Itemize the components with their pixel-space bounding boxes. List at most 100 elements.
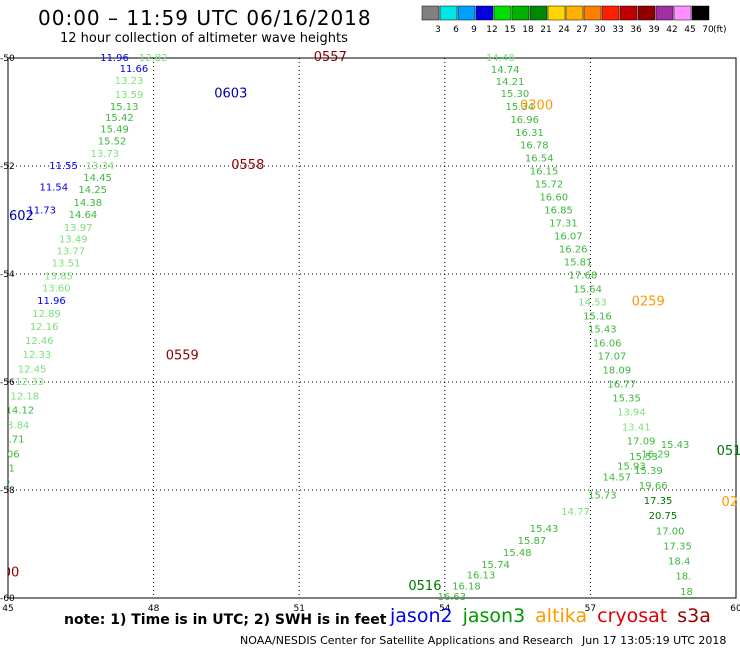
track-time-marker: 0516	[408, 579, 441, 594]
wave-height-label: 17.31	[549, 218, 578, 229]
wave-height-label: 13.73	[91, 149, 120, 160]
wave-height-label: 16.18	[452, 581, 481, 592]
wave-height-label: 14.77	[561, 507, 590, 518]
wave-height-label: 16.07	[554, 231, 583, 242]
wave-height-label: 11.96	[100, 53, 129, 64]
colorbar-swatch	[475, 5, 494, 21]
generation-timestamp: Jun 17 13:05:19 UTC 2018	[582, 634, 727, 647]
wave-height-label: 13.85	[44, 271, 73, 282]
wave-height-label: 14.71	[0, 434, 25, 445]
wave-height-label: 15.43	[661, 440, 690, 451]
wave-height-label: 11.66	[120, 64, 149, 75]
wave-height-label: 16.06	[593, 338, 622, 349]
legend-cryosat: cryosat	[597, 605, 668, 627]
wave-height-label: 15.72	[535, 180, 564, 191]
colorbar-label: 30	[594, 25, 606, 35]
mission-legend: jason2 jason3 altika cryosat s3a	[390, 605, 721, 627]
colorbar-label: 27	[576, 25, 587, 35]
track-time-marker: 0559	[166, 348, 199, 363]
colorbar-swatch	[565, 5, 584, 21]
wave-height-label: 12.82	[139, 53, 168, 64]
wave-height-label: 15.63	[428, 601, 457, 612]
wave-height-label: 15.73	[588, 491, 617, 502]
wave-height-label: 16.29	[641, 450, 670, 461]
wave-height-label: 14.25	[78, 185, 107, 196]
wave-height-label: 18.	[675, 572, 691, 583]
longitude-tick-label: 54	[439, 604, 451, 614]
axis-ticks: 45 48 51 54 57 60 -50 -52 -54 -56 -58 -60	[0, 54, 740, 614]
lat-lon-grid	[7, 57, 737, 599]
longitude-tick-label: 48	[148, 604, 160, 614]
wave-height-label: 15.43	[588, 324, 617, 335]
wave-height-label: 15.30	[501, 89, 530, 100]
legend-jason3: jason3	[462, 605, 526, 627]
wave-height-label: 16.96	[510, 115, 539, 126]
track-time-marker: 0300	[520, 98, 553, 113]
wave-height-label: 12.46	[25, 336, 54, 347]
wave-height-label: 17.35	[663, 541, 692, 552]
wave-height-label: 16.31	[515, 128, 544, 139]
wave-height-label: 17.68	[569, 270, 598, 281]
wave-height-label: 19.66	[639, 481, 668, 492]
colorbar-swatch	[457, 5, 476, 21]
wave-height-label: 12.18	[10, 391, 39, 402]
colorbar-label: 33	[612, 25, 623, 35]
wave-height-label: 13.94	[617, 407, 646, 418]
wave-height-label: 18	[680, 587, 693, 598]
legend-jason2: jason2	[390, 605, 453, 627]
wave-height-label: 16.13	[467, 571, 496, 582]
colorbar-label: 45	[684, 25, 695, 35]
wave-height-label: 11.55	[49, 161, 78, 172]
colorbar-label: 24	[558, 25, 570, 35]
wave-height-label: 13.97	[64, 223, 93, 234]
track-time-marker: 0557	[314, 50, 347, 65]
wave-height-label: 11.73	[27, 206, 56, 217]
wave-height-label: 11.96	[37, 296, 66, 307]
colorbar-swatch	[421, 5, 440, 21]
colorbar-swatch	[655, 5, 674, 21]
latitude-tick-label: -52	[0, 162, 15, 172]
wave-height-label: 15.81	[564, 257, 593, 268]
latitude-tick-label: -54	[0, 270, 15, 280]
wave-height-label: 15.93	[617, 461, 646, 472]
wave-height-label: 15.34	[505, 102, 534, 113]
colorbar-label: 70	[702, 25, 714, 35]
colorbar-swatch	[619, 5, 638, 21]
colorbar-swatch	[529, 5, 548, 21]
colorbar-swatch	[691, 5, 710, 21]
wave-height-label: 15.39	[634, 466, 663, 477]
wave-height-label: 15.16	[583, 311, 612, 322]
colorbar-label: 15	[504, 25, 515, 35]
wave-height-label: 14.64	[69, 210, 98, 221]
wave-height-label: 13.51	[52, 258, 81, 269]
track-time-marker: 0602	[1, 209, 34, 224]
colorbar-swatch	[493, 5, 512, 21]
colorbar-swatch	[673, 5, 692, 21]
wave-height-label: 13.84	[1, 420, 30, 431]
colorbar-swatch	[583, 5, 602, 21]
wave-height-label: 16.00	[0, 478, 10, 489]
track-time-marker: 0600	[0, 565, 19, 580]
wave-height-label: 12.45	[18, 364, 47, 375]
track-time-marker: 051	[717, 444, 740, 459]
wave-height-label: 15.42	[105, 113, 134, 124]
longitude-tick-label: 45	[2, 604, 13, 614]
wave-height-label: 15.43	[530, 524, 559, 535]
wave-height-label: 14.48	[486, 53, 515, 64]
wave-height-label: 16.77	[607, 379, 636, 390]
wave-height-label: 13.23	[115, 76, 144, 87]
track-time-marker: 0558	[231, 158, 264, 173]
colorbar-swatch	[601, 5, 620, 21]
wave-height-label: 13.34	[86, 161, 115, 172]
wave-height-label: 20.75	[649, 511, 678, 522]
wave-height-label: 15.06	[0, 450, 20, 461]
longitude-tick-label: 57	[585, 604, 596, 614]
map-subtitle: 12 hour collection of altimeter wave hei…	[60, 31, 348, 46]
track-time-marker: 0603	[214, 86, 247, 101]
map-frame	[7, 57, 737, 599]
wave-height-label: 14.41	[0, 464, 15, 475]
wave-height-label: 13.59	[115, 90, 144, 101]
wave-height-label: 16.78	[520, 141, 549, 152]
credit-line: NOAA/NESDIS Center for Satellite Applica…	[240, 634, 574, 647]
wave-height-label: 13.41	[622, 423, 651, 434]
